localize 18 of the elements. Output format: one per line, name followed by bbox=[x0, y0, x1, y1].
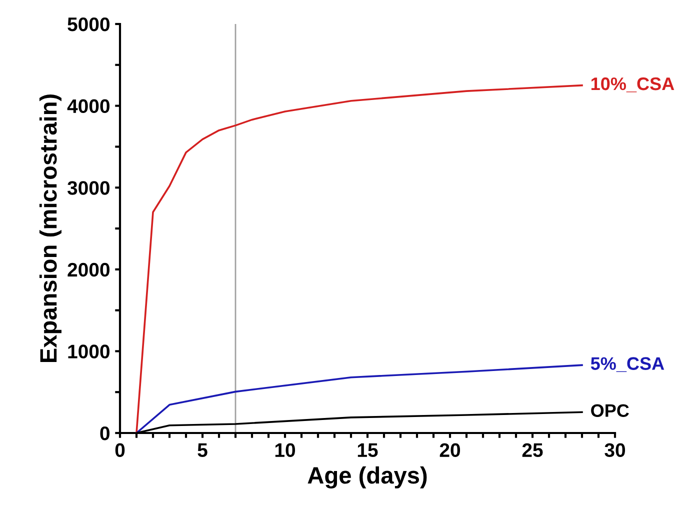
y-tick-label: 5000 bbox=[68, 17, 110, 32]
x-tick-label: 30 bbox=[604, 443, 626, 458]
x-tick-label: 25 bbox=[522, 443, 543, 458]
x-tick-label: 10 bbox=[275, 443, 296, 458]
y-tick-label: 1000 bbox=[68, 344, 110, 358]
y-axis-title: Expansion (microstrain) bbox=[39, 94, 62, 362]
y-tick-label: 4000 bbox=[67, 99, 110, 114]
x-tick-label: 5 bbox=[198, 443, 208, 458]
x-axis-title: Age (days) bbox=[308, 466, 427, 489]
x-tick-label: 0 bbox=[115, 443, 125, 458]
x-tick-label: 20 bbox=[440, 443, 460, 458]
series-label: 10%_CSA bbox=[591, 77, 674, 92]
series-label: 5%_CSA bbox=[590, 357, 664, 372]
y-tick-label: 3000 bbox=[67, 181, 110, 195]
series-label: OPC bbox=[591, 404, 629, 417]
y-tick-label: 2000 bbox=[68, 262, 110, 277]
y-tick-label: 0 bbox=[100, 426, 110, 440]
x-tick-label: 15 bbox=[358, 443, 378, 458]
